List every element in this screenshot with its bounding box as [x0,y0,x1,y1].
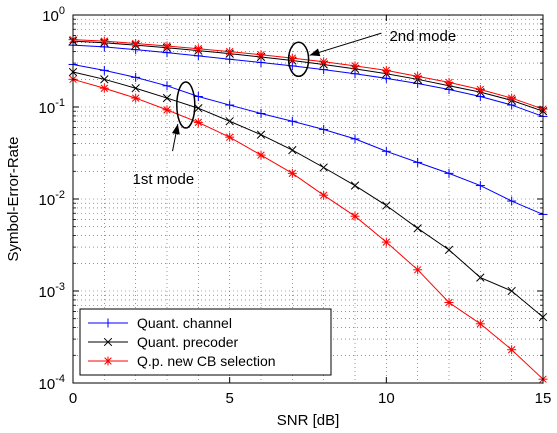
data-point [319,57,329,67]
data-point [162,81,172,91]
data-point [444,77,454,87]
data-point [256,50,266,60]
series-line [72,78,544,380]
data-point [350,69,360,79]
data-point [131,72,141,82]
legend-label: Quant. channel [137,315,232,331]
data-point [194,104,203,113]
data-point [193,92,203,102]
series-q-p-new-cb-selection-1st-mode [68,74,548,384]
data-point [350,134,360,144]
data-point [413,157,423,167]
legend-item-q-p-new-cb-selection: Q.p. new CB selection [88,353,276,369]
data-point [99,36,109,46]
x-tick-label: 15 [535,390,552,407]
data-point [507,286,516,296]
legend-marker [103,337,113,347]
legend-marker [103,318,113,328]
data-point [350,61,360,71]
series-quant-precoder-1st-mode [68,67,548,322]
data-point [225,47,235,57]
x-tick-label: 5 [225,390,233,407]
data-point [319,65,329,75]
data-point [413,224,422,233]
data-point [319,124,329,134]
data-point [475,181,485,191]
data-point [225,132,235,142]
series-line [72,63,544,215]
annotation-ellipse [176,81,196,129]
x-tick-label: 10 [378,390,395,407]
data-point [225,117,234,126]
legend-label: Quant. precoder [137,334,239,350]
data-point [382,201,391,210]
data-point [287,168,297,178]
data-point [162,93,172,103]
data-point [256,150,266,160]
y-tick-label: 10-1 [39,97,65,117]
data-point [131,39,141,49]
series-line [72,71,544,318]
y-tick-label: 100 [42,5,65,25]
data-point [476,273,485,282]
data-point [287,116,297,126]
ticks: 0 5 10 15 100 10-1 10-2 10-3 10-4 [39,5,552,407]
data-point [381,237,391,247]
data-point [256,108,266,118]
annotation-ellipse [287,41,310,78]
data-point [444,245,454,255]
data-point [507,93,517,103]
data-point [193,44,203,54]
y-tick-label: 10-3 [39,281,65,301]
data-point [256,57,266,67]
annotations: 2nd mode 1st mode [133,28,457,188]
legend-item-quant-channel: Quant. channel [88,315,232,331]
data-point [288,145,297,155]
annotation-label: 2nd mode [389,28,456,45]
legend-marker [103,356,113,366]
y-tick-label: 10-4 [39,373,65,393]
data-point [131,84,140,93]
data-point [444,297,454,307]
data-point [287,53,297,63]
x-axis-label: SNR [dB] [277,412,340,429]
data-point [475,319,485,329]
y-tick-label: 10-2 [39,189,65,209]
data-point [131,93,141,103]
data-point [350,181,360,190]
data-point [256,130,266,139]
data-point [162,41,172,51]
data-point [225,54,235,64]
data-point [99,83,109,93]
annotation-label: 1st mode [133,171,195,188]
data-point [225,100,235,110]
legend: Quant. channel Quant. precoder Q.p. new CB… [79,308,332,376]
series-quant-channel-1st-mode [68,59,548,219]
data-point [413,71,423,81]
data-point [381,65,391,75]
annotation-arrow [309,32,382,57]
legend-item-quant-precoder: Quant. precoder [88,334,239,350]
data-point [507,196,517,206]
data-point [193,117,203,127]
x-tick-label: 0 [69,390,77,407]
data-point [319,190,329,200]
y-axis-label: Symbol-Error-Rate [5,136,22,261]
data-point [350,211,360,221]
data-point [319,163,328,172]
data-point [475,84,485,94]
data-point [381,146,391,156]
data-point [413,265,423,275]
legend-label: Q.p. new CB selection [137,353,276,369]
annotation-arrow [171,123,180,152]
data-point [381,73,391,83]
data-point [162,105,172,115]
data-point [99,65,109,75]
data-point [507,345,517,355]
data-point [100,75,109,84]
data-point [444,168,454,178]
